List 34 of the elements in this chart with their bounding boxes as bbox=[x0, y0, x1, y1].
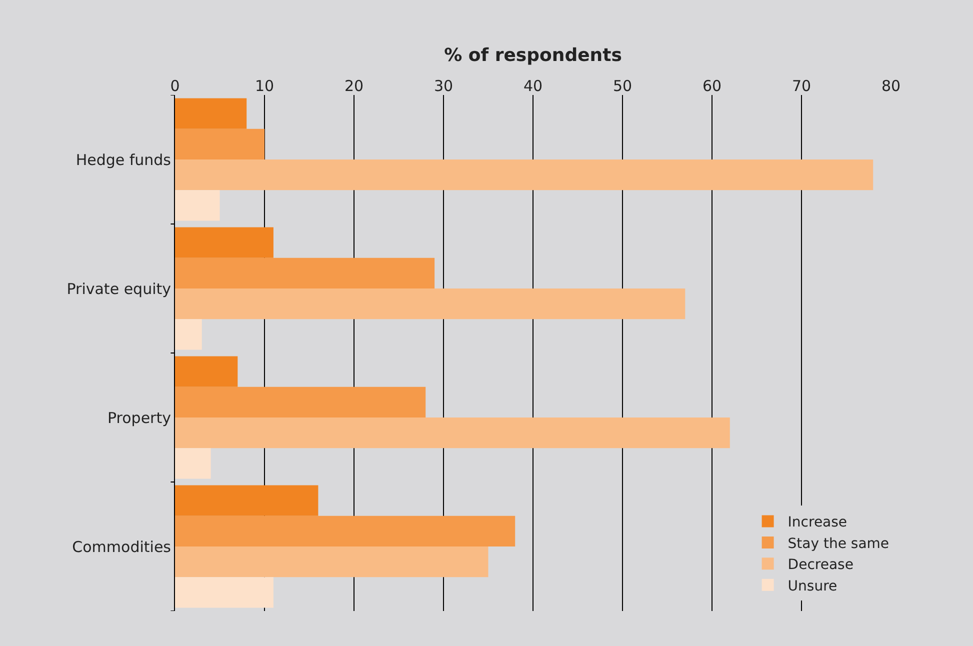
bar bbox=[175, 516, 516, 546]
bar bbox=[175, 98, 247, 129]
bar bbox=[175, 356, 238, 387]
x-tick-label: 20 bbox=[344, 77, 364, 95]
legend-label: Stay the same bbox=[788, 536, 890, 552]
legend-label: Unsure bbox=[788, 578, 838, 594]
x-tick-label: 30 bbox=[434, 77, 454, 95]
y-tick-label: Hedge funds bbox=[76, 150, 172, 169]
x-tick-label: 0 bbox=[170, 77, 180, 95]
bar bbox=[175, 190, 220, 221]
bar bbox=[175, 577, 274, 608]
bar bbox=[175, 386, 426, 418]
x-tick-label: 10 bbox=[254, 77, 274, 95]
x-tick-label: 70 bbox=[792, 77, 812, 95]
bar bbox=[175, 418, 730, 448]
legend-label: Increase bbox=[788, 514, 848, 531]
x-tick-label: 40 bbox=[523, 77, 543, 95]
x-tick-label: 50 bbox=[612, 77, 632, 95]
x-axis-title: % of respondents bbox=[444, 45, 622, 66]
bar bbox=[175, 128, 264, 160]
bar bbox=[175, 485, 318, 516]
x-tick-label: 60 bbox=[702, 77, 722, 95]
y-tick-label: Property bbox=[108, 408, 172, 427]
bar bbox=[175, 258, 435, 288]
y-tick-label: Commodities bbox=[72, 538, 172, 556]
bar bbox=[175, 319, 202, 350]
bar bbox=[175, 448, 211, 479]
y-tick-label: Private equity bbox=[66, 280, 172, 298]
bar bbox=[175, 546, 488, 578]
bar bbox=[175, 227, 274, 258]
bar bbox=[175, 288, 686, 320]
bar bbox=[175, 160, 874, 190]
legend-label: Decrease bbox=[788, 557, 854, 574]
x-tick-label: 80 bbox=[881, 77, 901, 95]
